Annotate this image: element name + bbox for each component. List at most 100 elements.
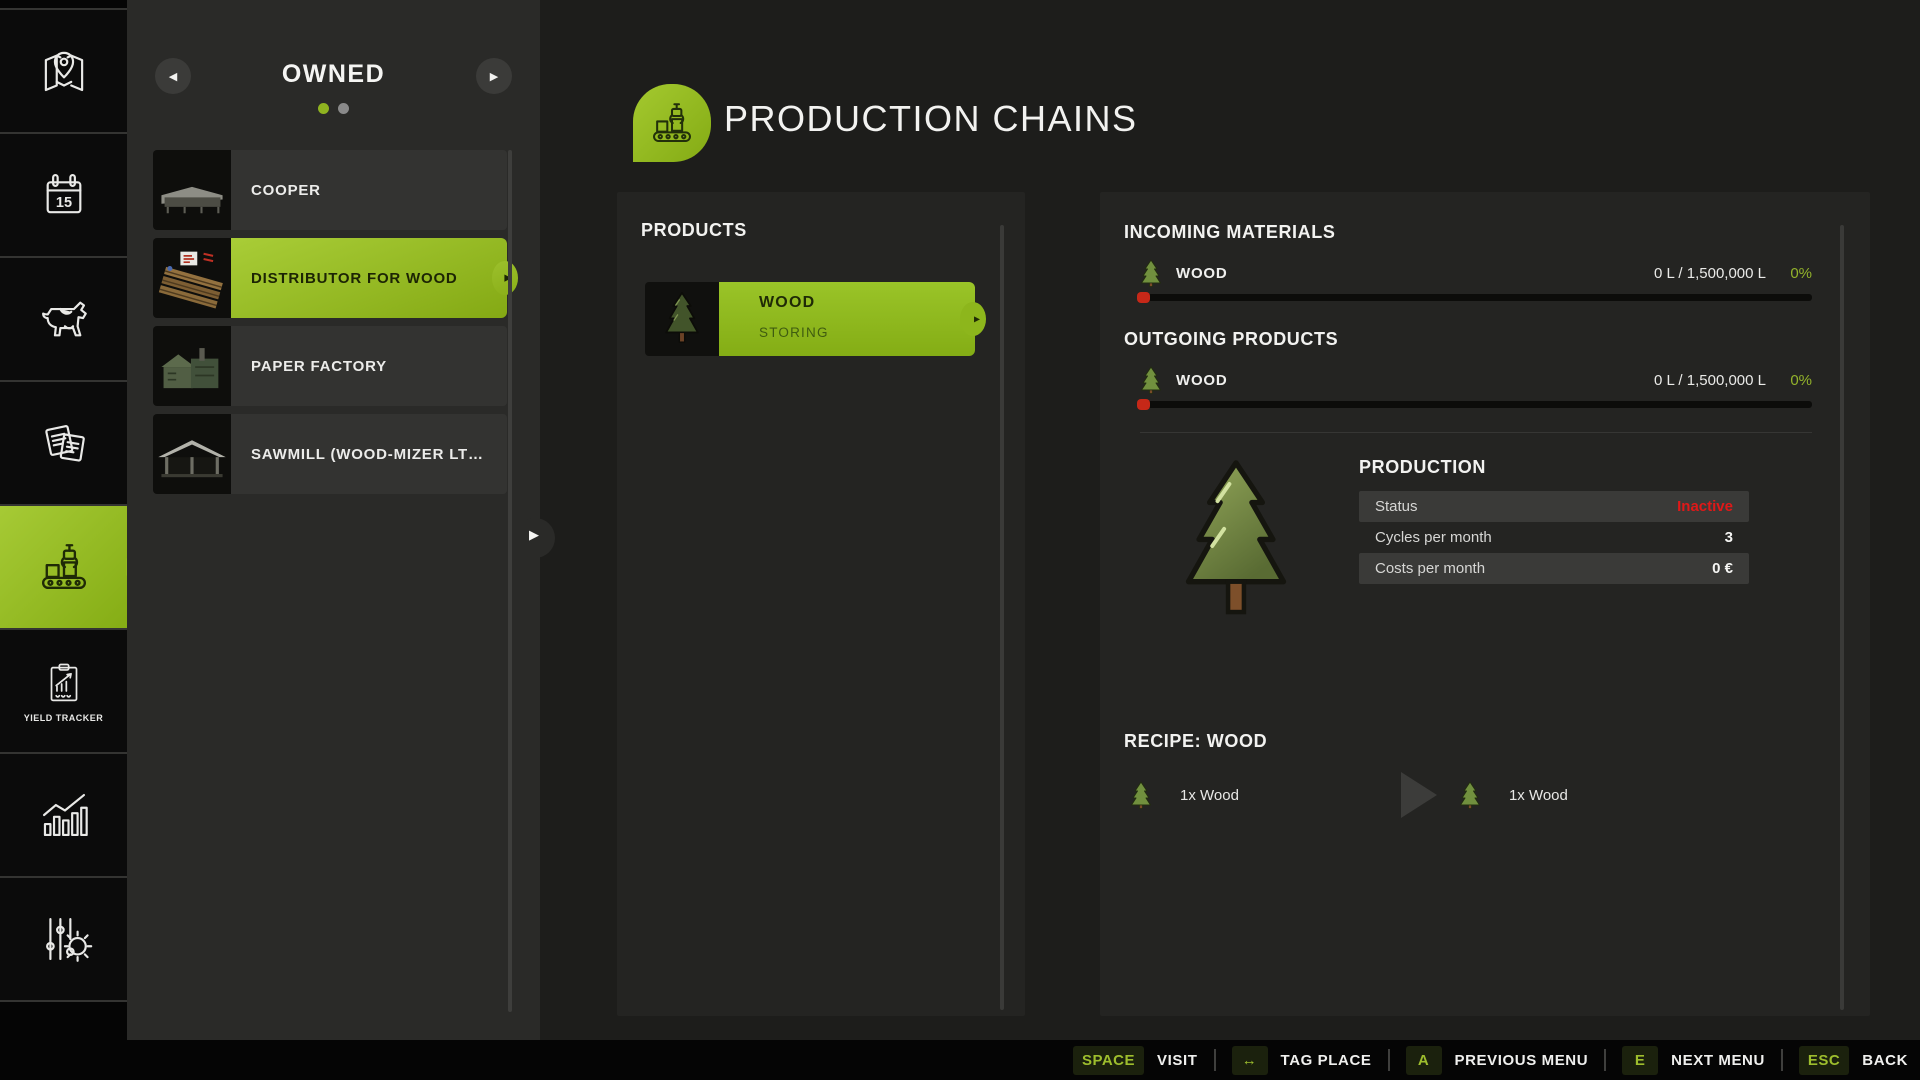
yield-tracker-label: YIELD TRACKER <box>23 713 104 723</box>
paper-factory-thumbnail-image <box>161 348 219 389</box>
product-name: WOOD <box>1176 371 1228 389</box>
product-status: STORING <box>759 325 829 340</box>
status-value: Inactive <box>1677 498 1733 515</box>
tab-keycap-icon: ↔ <box>1231 1045 1268 1075</box>
sawmill-thumbnail-image <box>158 440 226 478</box>
hint-label: BACK <box>1862 1051 1908 1069</box>
yield-tracker-icon <box>50 663 77 702</box>
product-fill-bar <box>1137 399 1812 410</box>
production-row-cycles: Cycles per month 3 <box>1359 522 1749 553</box>
recipe-arrow-icon <box>1400 772 1437 818</box>
sidebar-item-yield-tracker[interactable]: YIELD TRACKER <box>0 628 127 752</box>
sidebar-item-map[interactable] <box>0 8 127 132</box>
calendar-day-label: 15 <box>55 195 71 211</box>
details-scrollbar[interactable] <box>1840 225 1844 1010</box>
hint-back[interactable]: ESC BACK <box>1798 1045 1908 1075</box>
outgoing-products-heading: OUTGOING PRODUCTS <box>1124 329 1339 349</box>
production-heading: PRODUCTION <box>1359 457 1486 477</box>
building-thumbnail <box>153 150 231 230</box>
e-keycap: E <box>1622 1045 1659 1075</box>
sidebar-spacer <box>0 0 127 8</box>
page-dot-active[interactable] <box>318 103 329 114</box>
sidebar-item-calendar[interactable]: 15 <box>0 132 127 256</box>
cycles-value: 3 <box>1724 529 1733 546</box>
a-keycap: A <box>1405 1045 1442 1075</box>
production-chains-icon <box>653 103 691 142</box>
owned-list-scrollbar[interactable] <box>508 150 512 1012</box>
product-name: WOOD <box>759 294 816 311</box>
page-dot-inactive[interactable] <box>338 103 349 114</box>
production-details-panel: INCOMING MATERIALS WOOD 0 L / 1,500,000 … <box>1100 192 1870 1016</box>
production-row-costs: Costs per month 0 € <box>1359 553 1749 584</box>
statistics-icon <box>42 793 88 837</box>
sidebar-item-animals[interactable] <box>0 256 127 380</box>
products-panel: PRODUCTS WOOD STORING <box>617 192 1025 1016</box>
outgoing-product-row: WOOD 0 L / 1,500,000 L 0% <box>1137 366 1812 410</box>
wood-icon <box>1141 259 1161 287</box>
cooper-thumbnail-image <box>161 186 223 214</box>
hint-separator <box>1213 1049 1216 1071</box>
page-icon-badge <box>633 84 711 162</box>
cow-icon <box>41 301 87 337</box>
products-scrollbar[interactable] <box>1000 225 1004 1010</box>
hint-next-menu[interactable]: E NEXT MENU <box>1622 1045 1765 1075</box>
settings-icon <box>45 917 92 962</box>
products-heading: PRODUCTS <box>641 220 747 240</box>
building-name: PAPER FACTORY <box>231 326 507 406</box>
row-label: Costs per month <box>1375 560 1486 577</box>
hint-visit[interactable]: SPACE VISIT <box>1072 1045 1198 1075</box>
sidebar-item-settings[interactable] <box>0 876 127 1000</box>
sidebar-item-contracts[interactable] <box>0 380 127 504</box>
building-item-sawmill[interactable]: SAWMILL (WOOD-MIZER LT… <box>153 414 507 494</box>
wood-icon <box>1141 366 1161 394</box>
sidebar: 15 <box>0 0 127 1080</box>
hint-label: PREVIOUS MENU <box>1454 1051 1589 1069</box>
material-fill-percent: 0% <box>1790 264 1812 282</box>
building-name: SAWMILL (WOOD-MIZER LT… <box>231 414 507 494</box>
esc-keycap: ESC <box>1798 1045 1850 1075</box>
material-name: WOOD <box>1176 264 1228 282</box>
incoming-materials-heading: INCOMING MATERIALS <box>1124 222 1336 242</box>
hint-tag-place[interactable]: ↔ TAG PLACE <box>1231 1045 1372 1075</box>
row-label: Cycles per month <box>1375 529 1492 546</box>
footer-hint-bar: SPACE VISIT ↔ TAG PLACE A PREVIOUS MENU … <box>0 1040 1920 1080</box>
next-page-button[interactable]: ▶ <box>476 58 512 94</box>
building-item-distributor-for-wood[interactable]: DISTRIBUTOR FOR WOOD <box>153 238 507 318</box>
map-icon <box>44 51 83 92</box>
material-fill-bar <box>1137 292 1812 303</box>
sidebar-item-statistics[interactable] <box>0 752 127 876</box>
contracts-icon <box>44 425 85 462</box>
owned-title: OWNED <box>281 60 386 88</box>
sidebar-item-production-chains[interactable] <box>0 504 127 628</box>
building-item-paper-factory[interactable]: PAPER FACTORY <box>153 326 507 406</box>
fill-bar-indicator <box>1137 292 1150 303</box>
product-fill-percent: 0% <box>1790 371 1812 389</box>
production-point-image <box>1185 460 1287 615</box>
recipe-input-qty: 1x Wood <box>1180 786 1239 804</box>
hint-separator <box>1604 1049 1607 1071</box>
material-amount: 0 L / 1,500,000 L <box>1653 264 1766 282</box>
building-item-cooper[interactable]: COOPER <box>153 150 507 230</box>
hint-separator <box>1780 1049 1783 1071</box>
product-thumbnail <box>645 282 719 356</box>
fill-bar-indicator <box>1137 399 1150 410</box>
product-label: WOOD STORING <box>719 282 975 356</box>
building-name: DISTRIBUTOR FOR WOOD <box>231 238 507 318</box>
calendar-icon: 15 <box>46 173 81 214</box>
building-list: COOPER DISTRIBUTOR FOR WOOD <box>153 150 507 502</box>
building-name: COOPER <box>231 150 507 230</box>
prev-page-button[interactable]: ◀ <box>155 58 191 94</box>
pagination-dots <box>127 103 540 114</box>
production-row-status: Status Inactive <box>1359 491 1749 522</box>
wood-icon <box>1459 781 1480 809</box>
recipe-output-qty: 1x Wood <box>1508 786 1568 804</box>
panel-collapse-button[interactable]: ▶ <box>515 518 555 558</box>
chevron-right-icon: ▶ <box>489 70 499 83</box>
hint-previous-menu[interactable]: A PREVIOUS MENU <box>1405 1045 1589 1075</box>
hint-separator <box>1387 1049 1390 1071</box>
hint-label: VISIT <box>1157 1051 1198 1069</box>
product-item-wood[interactable]: WOOD STORING <box>645 282 975 356</box>
recipe-heading: RECIPE: WOOD <box>1124 731 1268 751</box>
building-thumbnail <box>153 326 231 406</box>
section-divider <box>1140 432 1812 433</box>
